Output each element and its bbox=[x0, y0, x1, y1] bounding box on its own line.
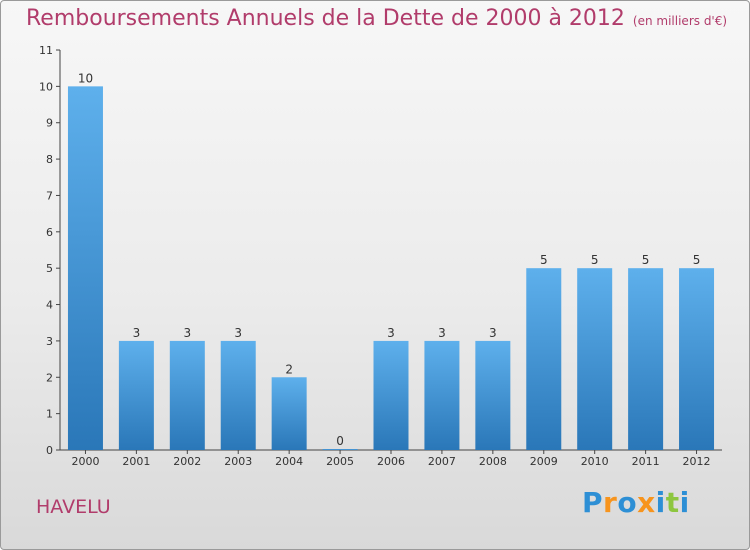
x-tick-label-2012: 2012 bbox=[683, 455, 711, 468]
x-tick-label-2007: 2007 bbox=[428, 455, 456, 468]
x-tick-label-2002: 2002 bbox=[173, 455, 201, 468]
x-tick-label-2008: 2008 bbox=[479, 455, 507, 468]
logo-letter: o bbox=[617, 486, 638, 519]
bar-2012 bbox=[679, 268, 715, 450]
y-tick-label: 11 bbox=[39, 44, 53, 57]
logo-letter: t bbox=[665, 486, 680, 519]
bar-2007 bbox=[424, 340, 460, 450]
bar-2008 bbox=[475, 340, 511, 450]
bar-2001 bbox=[118, 340, 154, 450]
value-label-2009: 5 bbox=[540, 253, 548, 267]
value-label-2002: 3 bbox=[183, 326, 191, 340]
y-tick-label: 5 bbox=[46, 262, 53, 275]
y-axis: 0 1 2 3 4 5 6 7 8 9 10 11 bbox=[39, 44, 61, 457]
bar-2010 bbox=[577, 268, 613, 450]
chart-title-text: Remboursements Annuels de la Dette de 20… bbox=[26, 6, 625, 31]
bar-2011 bbox=[628, 268, 664, 450]
proxiti-logo: Proxiti bbox=[582, 486, 690, 519]
x-axis: 2000 2001 2002 2003 2004 2005 2006 2007 2008 2009… bbox=[60, 449, 722, 468]
y-tick-label: 7 bbox=[46, 189, 53, 202]
x-tick-label-2009: 2009 bbox=[530, 455, 558, 468]
logo-letter: P bbox=[582, 486, 604, 519]
bar-2006 bbox=[373, 340, 409, 450]
x-tick-label-2010: 2010 bbox=[581, 455, 609, 468]
bar-2009 bbox=[526, 268, 562, 450]
y-tick-label: 0 bbox=[46, 444, 53, 457]
value-label-2012: 5 bbox=[693, 253, 701, 267]
bars: 10 3 3 3 2 0 3 3 3 5 5 5 5 bbox=[67, 71, 715, 450]
chart-title: Remboursements Annuels de la Dette de 20… bbox=[26, 6, 727, 31]
logo-letter: i bbox=[679, 486, 690, 519]
bar-2002 bbox=[169, 340, 205, 450]
bar-2003 bbox=[220, 340, 256, 450]
value-label-2004: 2 bbox=[285, 362, 293, 376]
y-tick-label: 6 bbox=[46, 226, 53, 239]
bar-2000 bbox=[67, 86, 103, 450]
y-tick-label: 9 bbox=[46, 117, 53, 130]
y-tick-label: 10 bbox=[39, 80, 53, 93]
y-tick-label: 2 bbox=[46, 371, 53, 384]
y-tick-label: 1 bbox=[46, 408, 53, 421]
bar-2005 bbox=[322, 449, 358, 450]
x-tick-label-2011: 2011 bbox=[632, 455, 660, 468]
bar-2004 bbox=[271, 377, 307, 450]
value-label-2003: 3 bbox=[234, 326, 242, 340]
x-tick-label-2005: 2005 bbox=[326, 455, 354, 468]
x-tick-label-2000: 2000 bbox=[71, 455, 99, 468]
y-tick-label: 3 bbox=[46, 335, 53, 348]
x-tick-label-2004: 2004 bbox=[275, 455, 303, 468]
value-label-2007: 3 bbox=[438, 326, 446, 340]
chart-subtitle: (en milliers d'€) bbox=[632, 14, 728, 28]
logo-letter: r bbox=[603, 486, 618, 519]
value-label-2005: 0 bbox=[336, 434, 344, 448]
value-label-2008: 3 bbox=[489, 326, 497, 340]
y-tick-label: 8 bbox=[46, 153, 53, 166]
value-label-2006: 3 bbox=[387, 326, 395, 340]
value-label-2011: 5 bbox=[642, 253, 650, 267]
x-tick-label-2003: 2003 bbox=[224, 455, 252, 468]
logo-letter: i bbox=[655, 486, 666, 519]
value-label-2001: 3 bbox=[133, 326, 141, 340]
location-name: HAVELU bbox=[36, 496, 111, 518]
value-label-2010: 5 bbox=[591, 253, 599, 267]
value-label-2000: 10 bbox=[78, 71, 93, 85]
x-tick-label-2001: 2001 bbox=[122, 455, 150, 468]
logo-letter: x bbox=[637, 486, 656, 519]
x-tick-label-2006: 2006 bbox=[377, 455, 405, 468]
y-tick-label: 4 bbox=[46, 299, 53, 312]
